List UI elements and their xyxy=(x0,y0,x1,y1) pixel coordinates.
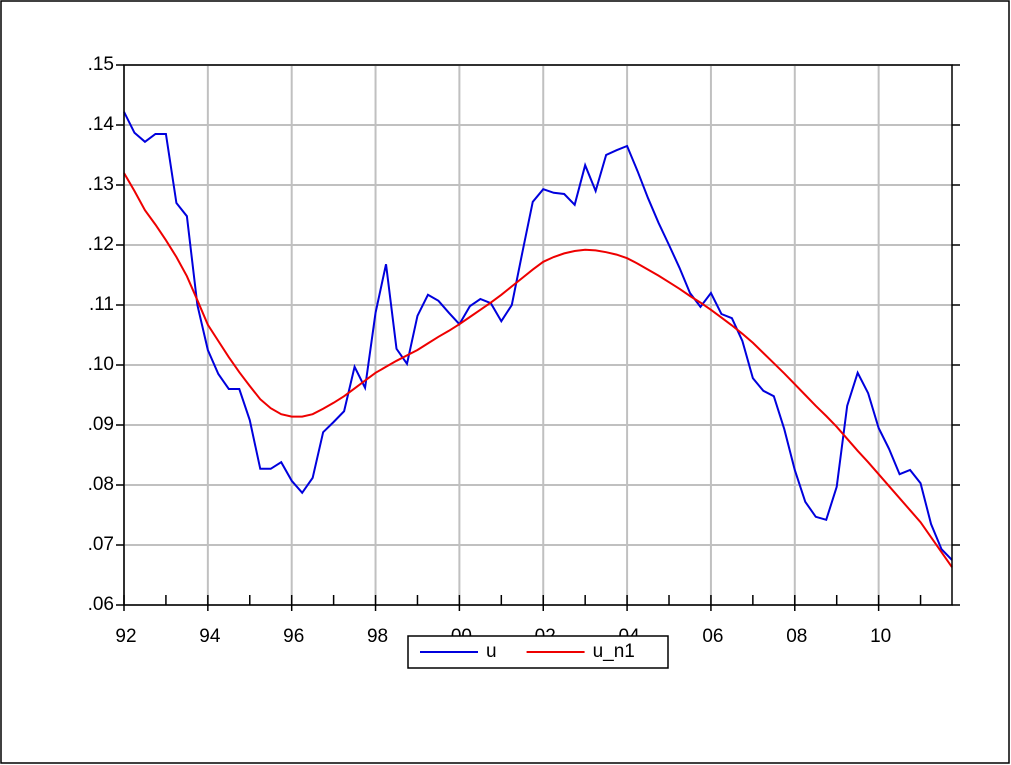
y-tick-label: .10 xyxy=(88,354,114,375)
x-tick-label: 10 xyxy=(870,626,891,647)
y-tick-label: .06 xyxy=(88,594,114,615)
series-line xyxy=(123,111,953,561)
legend-label: u_n1 xyxy=(593,641,635,662)
x-tick-label: 06 xyxy=(702,626,723,647)
x-tick-label: 92 xyxy=(115,626,136,647)
axes: .06.07.08.09.10.11.12.13.14.159294969800… xyxy=(88,54,960,647)
y-tick-label: .11 xyxy=(89,294,114,315)
y-tick-label: .13 xyxy=(88,174,114,195)
legend: u u_n1 xyxy=(407,635,669,669)
plot-lines xyxy=(123,111,953,568)
y-tick-label: .14 xyxy=(88,114,115,135)
y-tick-label: .15 xyxy=(88,54,114,75)
x-tick-label: 08 xyxy=(786,626,807,647)
x-tick-label: 98 xyxy=(367,626,388,647)
y-tick-label: .07 xyxy=(88,534,114,555)
legend-label: u xyxy=(486,641,497,662)
x-tick-label: 94 xyxy=(199,626,221,647)
series-line xyxy=(123,172,953,568)
y-tick-label: .08 xyxy=(88,474,114,495)
plot-border xyxy=(123,64,953,606)
y-tick-label: .09 xyxy=(88,414,114,435)
x-tick-label: 96 xyxy=(283,626,304,647)
y-tick-label: .12 xyxy=(88,234,114,255)
